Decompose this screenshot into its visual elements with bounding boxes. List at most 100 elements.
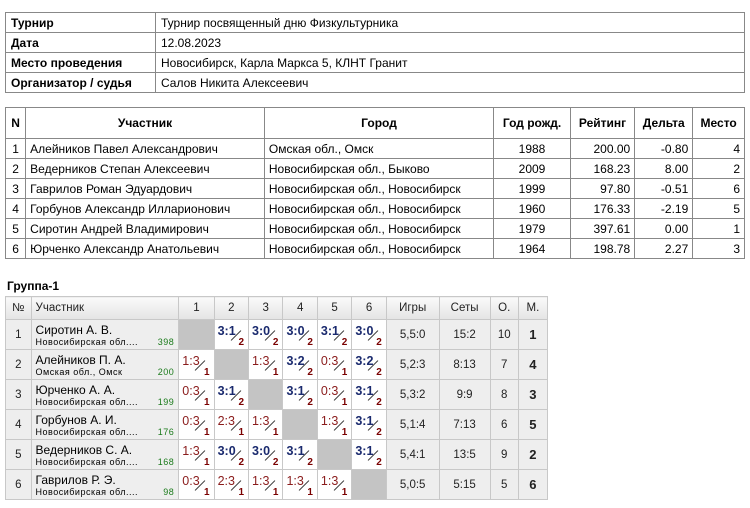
table-cell: 97.80 [569,178,636,199]
match-points: 1 [307,487,313,498]
match-result: 3:0 2 [213,439,250,470]
match-score: 0:3 [182,414,200,428]
match-points: 1 [238,427,245,438]
table-cell: 1 [692,218,745,239]
match-score: 0:3 [182,474,200,488]
group-points: 5 [489,469,519,500]
group-sets: 5:15 [438,469,491,500]
match-score: 3:2 [286,354,305,368]
match-points: 2 [272,457,279,468]
group-place: 1 [517,319,549,350]
match-points: 1 [272,487,279,498]
table-cell: Гаврилов Роман Эдуардович [25,178,265,199]
player-name[interactable]: Горбунов А. И. [35,412,117,427]
match-points: 2 [307,337,313,348]
column-header: Город [263,107,495,139]
match-score: 1:3 [320,474,339,488]
match-points: 2 [376,397,382,408]
match-score: 3:2 [355,354,374,368]
match-result: 3:0 2 [248,439,284,470]
player-rating: 98 [163,486,175,497]
group-games: 5,2:3 [385,349,440,380]
match-score: 2:3 [217,474,235,488]
table-row: 1 Алейников Павел Александрович Омская обл… [4,138,745,159]
self-cell [213,349,250,380]
table-cell: Новосибирская обл., Новосибирск [263,198,495,219]
match-points: 2 [376,367,382,378]
match-result: 2:3 1 [213,409,250,440]
match-result: 2:3 1 [213,469,250,500]
participants-table: N Участник Город Год рожд. Рейтинг Дельта Мест… [4,107,745,259]
info-label: Место проведения [5,52,156,73]
match-score: 1:3 [320,414,339,428]
match-result: 3:1 2 [213,319,250,350]
group-column-header: Участник [30,296,180,320]
match-points: 2 [307,397,313,408]
match-result: 3:1 2 [351,439,387,470]
match-score: 3:1 [286,384,305,398]
table-cell: Новосибирская обл., Новосибирск [263,218,495,239]
player-name[interactable]: Алейников П. А. [35,352,126,367]
info-value: Салов Никита Алексеевич [155,72,745,93]
group-place: 4 [517,349,549,380]
column-header: Рейтинг [569,107,636,139]
table-cell: 0.00 [634,218,694,239]
match-result: 3:2 2 [351,349,387,380]
tournament-info-table: Турнир Турнир посвященный дню Физкультурн… [5,12,745,93]
row-number: 1 [5,319,32,350]
match-result: 3:1 2 [316,319,353,350]
table-cell: Горбунов Александр Илларионович [25,198,265,219]
info-value: 12.08.2023 [155,32,745,53]
match-score: 3:0 [355,324,374,338]
group-column-header: Сеты [438,296,491,320]
group-column-header: 6 [351,296,387,320]
match-points: 2 [376,337,382,348]
player-city: Новосибирская обл.... [35,426,138,437]
group-column-header: 5 [316,296,353,320]
match-score: 0:3 [182,384,200,398]
group-points: 7 [489,349,519,380]
match-score: 3:0 [217,444,236,458]
match-result: 1:3 1 [248,469,284,500]
group-games: 5,3:2 [385,379,440,410]
table-cell: 1964 [493,238,571,259]
player-name[interactable]: Ведерников С. А. [35,442,133,457]
player-city: Новосибирская обл.... [35,456,138,467]
group-place: 5 [517,409,549,440]
group-points: 8 [489,379,519,410]
match-score: 0:3 [320,384,339,398]
match-score: 3:1 [355,414,374,428]
match-score: 3:1 [355,444,374,458]
group-sets: 8:13 [438,349,491,380]
row-number: 3 [5,379,32,410]
table-cell: 1988 [493,138,571,159]
player-cell: Сиротин А. В. Новосибирская обл.... 398 [30,319,180,350]
table-cell: Юрченко Александр Анатольевич [25,238,265,259]
info-label: Организатор / судья [5,72,156,93]
match-result: 1:3 1 [316,469,353,500]
player-name[interactable]: Сиротин А. В. [35,322,113,337]
self-cell [351,469,387,500]
group-column-header: № [5,296,32,320]
match-points: 2 [307,367,313,378]
player-name[interactable]: Гаврилов Р. Э. [35,472,116,487]
match-result: 0:3 1 [178,469,215,500]
table-cell: Алейников Павел Александрович [25,138,265,159]
group-column-header: Игры [385,296,440,320]
match-points: 1 [204,397,210,408]
match-score: 3:0 [286,324,305,338]
player-name[interactable]: Юрченко А. А. [35,382,116,397]
table-cell: 397.61 [569,218,636,239]
group-row: 6 Гаврилов Р. Э. Новосибирская обл.... 98 0:… [5,469,549,500]
row-number: 4 [5,409,32,440]
group-points: 10 [489,319,519,350]
match-result: 1:3 1 [248,349,284,380]
match-score: 3:0 [252,324,271,338]
match-score: 3:1 [217,384,236,398]
match-score: 1:3 [182,354,200,368]
table-cell: Сиротин Андрей Владимирович [25,218,265,239]
group-title: Группа-1 [7,279,60,293]
info-row: Организатор / судья Салов Никита Алексеев… [5,72,745,93]
group-sets: 15:2 [438,319,491,350]
player-rating: 168 [157,456,175,467]
